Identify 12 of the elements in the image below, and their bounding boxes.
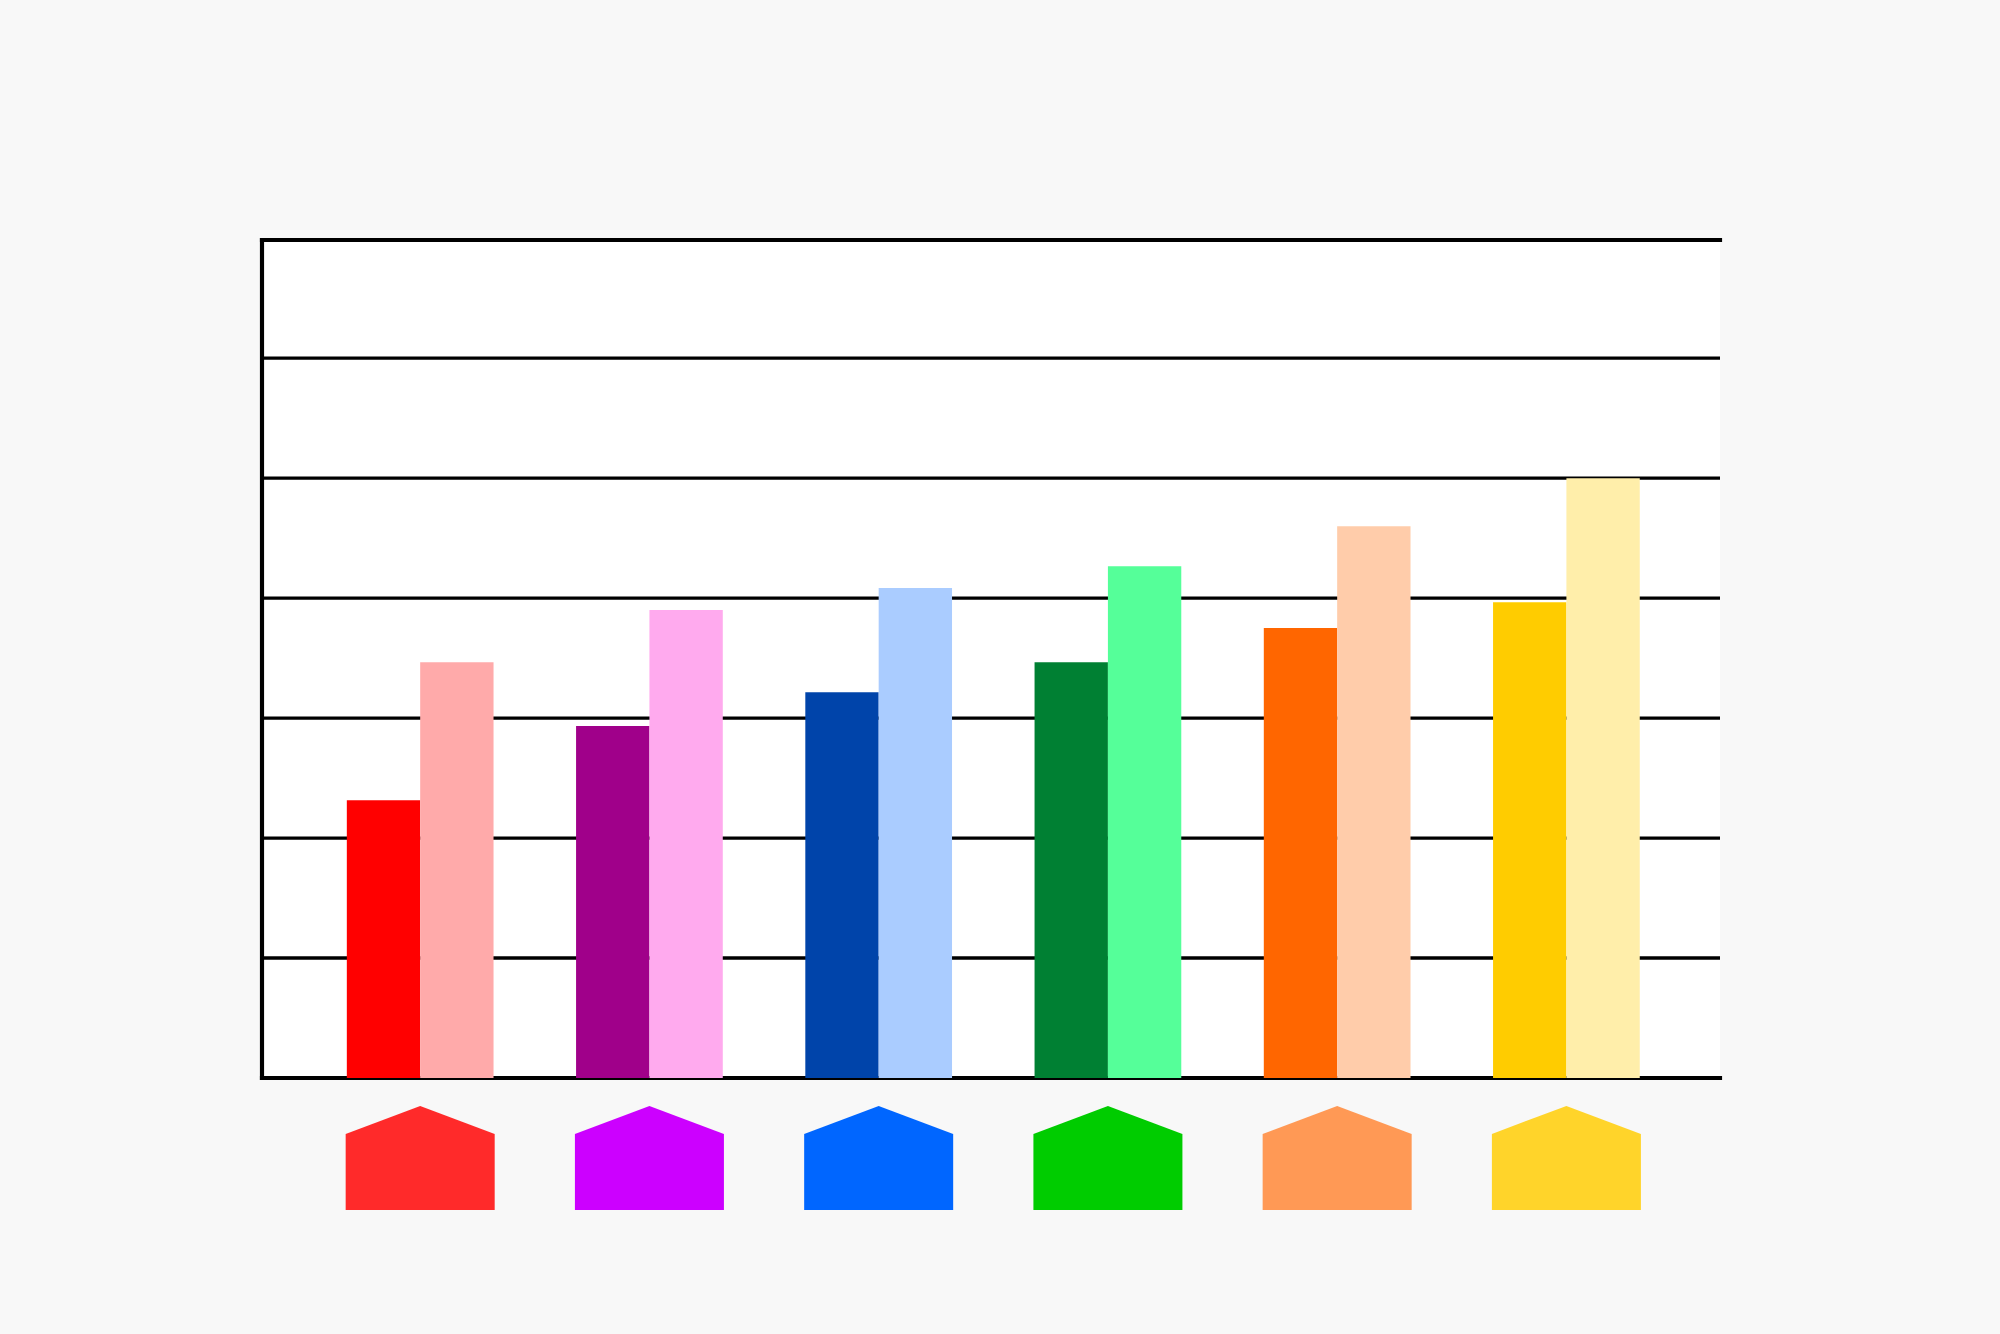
bar xyxy=(420,662,494,1078)
bar xyxy=(1263,628,1338,1078)
bar xyxy=(1034,662,1108,1078)
bar xyxy=(805,692,879,1078)
bar xyxy=(1337,526,1411,1078)
bar xyxy=(1566,478,1640,1078)
bar xyxy=(649,610,723,1078)
bar xyxy=(878,587,953,1078)
bar xyxy=(346,800,421,1078)
bar xyxy=(1107,566,1182,1078)
bar xyxy=(1493,602,1567,1078)
bar xyxy=(576,725,650,1078)
